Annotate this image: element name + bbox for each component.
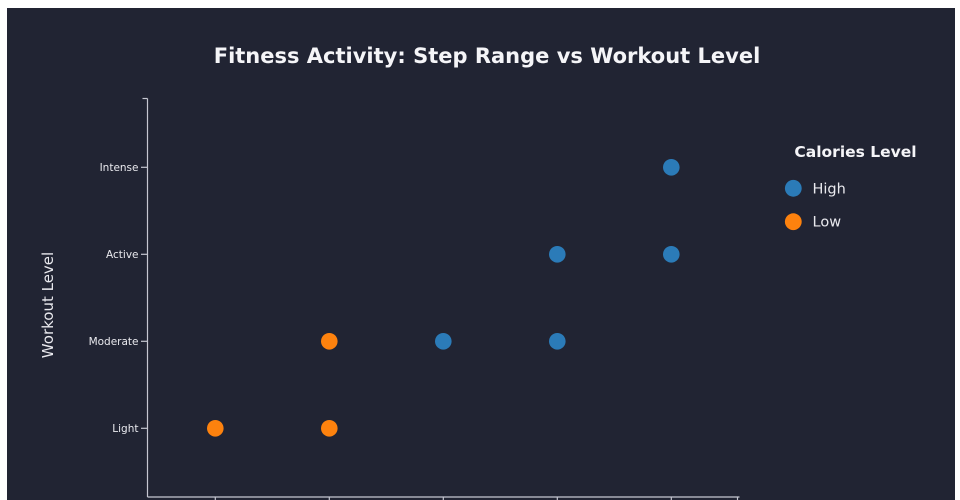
legend: Calories Level High Low: [784, 143, 917, 231]
y-tick-label: Intense: [100, 162, 139, 174]
data-points: [207, 159, 680, 437]
data-point: [321, 333, 338, 350]
chart-panel-background: [7, 8, 955, 500]
legend-title: Calories Level: [794, 143, 916, 161]
data-point: [663, 246, 680, 263]
legend-item-label: Low: [813, 215, 842, 231]
y-tick-label: Active: [106, 249, 138, 261]
y-tick-label: Moderate: [89, 336, 139, 348]
legend-item-label: High: [813, 181, 846, 197]
data-point: [549, 333, 566, 350]
data-point: [435, 333, 452, 350]
legend-items: High Low: [784, 179, 846, 231]
legend-swatch: [784, 213, 802, 231]
data-point: [549, 246, 566, 263]
data-point: [321, 420, 338, 437]
chart-title: Fitness Activity: Step Range vs Workout …: [214, 44, 761, 68]
data-point: [207, 420, 224, 437]
y-tick-label: Light: [112, 423, 138, 435]
legend-swatch: [784, 179, 802, 197]
data-point: [663, 159, 680, 176]
y-axis-label: Workout Level: [39, 252, 57, 358]
y-axis-ticks: Light Moderate Active Intense: [89, 97, 148, 435]
